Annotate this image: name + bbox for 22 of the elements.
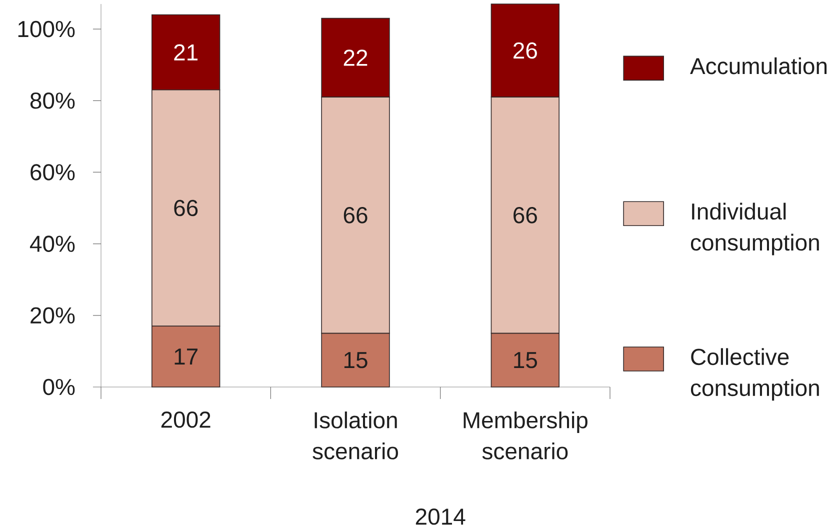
y-tick-label: 40%	[30, 236, 75, 252]
data-label: 22	[344, 50, 368, 66]
legend-label: Accumulation	[690, 57, 827, 74]
data-label: 15	[344, 352, 368, 368]
y-tick-label: 100%	[18, 20, 75, 38]
x-tick-label: Membership scenario	[464, 412, 588, 460]
data-label: 66	[344, 207, 368, 224]
data-label: 26	[514, 42, 537, 59]
x-tick-label: Isolation scenario	[312, 412, 398, 460]
data-label: 66	[514, 207, 537, 224]
data-label: 66	[174, 200, 198, 216]
x-tick-label: 2002	[161, 412, 210, 428]
y-tick-label: 60%	[30, 164, 75, 180]
data-label: 17	[174, 348, 198, 364]
legend-label: Collective consumption	[690, 348, 819, 401]
data-label: 15	[514, 352, 537, 368]
y-tick-label: 0%	[43, 378, 75, 396]
data-label: 21	[174, 44, 198, 60]
x-axis-title: 2014	[416, 508, 466, 525]
y-tick-label: 80%	[30, 92, 75, 109]
y-tick-label: 20%	[30, 307, 75, 324]
legend-label: Individual consumption	[690, 202, 819, 256]
